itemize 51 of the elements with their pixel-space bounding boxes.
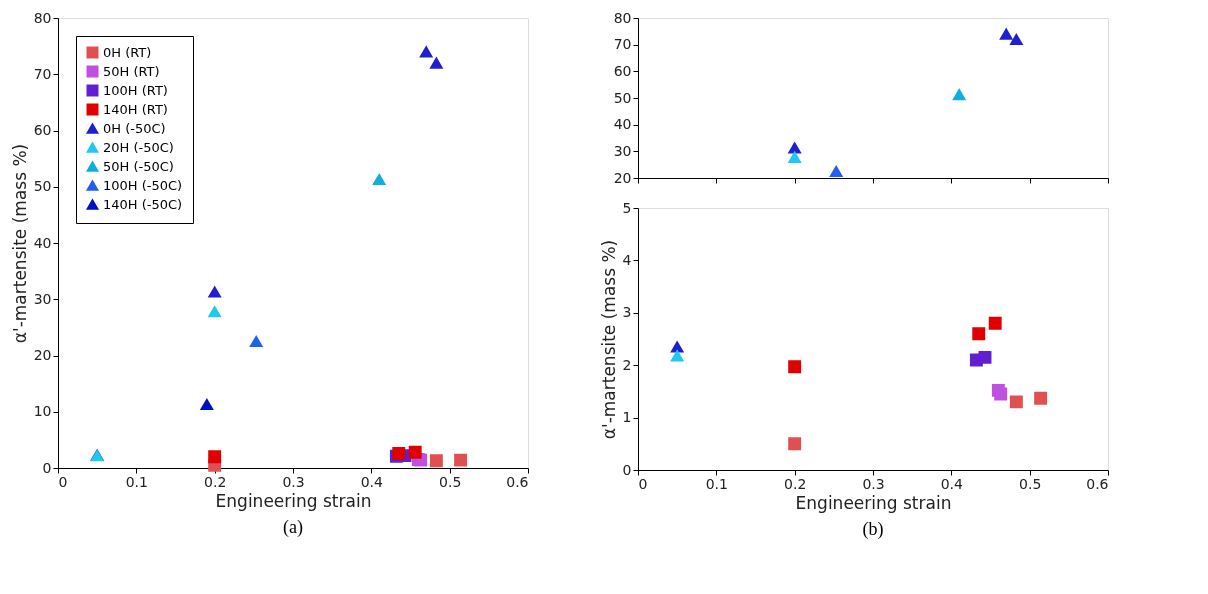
y-tick-label: 70 xyxy=(613,36,632,53)
y-axis-title: α'-martensite (mass %) xyxy=(9,143,30,344)
x-tick-label: 0.5 xyxy=(1019,475,1042,492)
legend-label: 0H (RT) xyxy=(103,44,152,60)
y-tick-label: 60 xyxy=(613,62,632,79)
x-tick-label: 0.2 xyxy=(784,475,807,492)
x-tick-label: 0.3 xyxy=(282,473,305,490)
legend-label: 140H (RT) xyxy=(103,101,168,117)
x-tick-label: 0.1 xyxy=(125,473,148,490)
y-axis-title: α'-martensite (mass %) xyxy=(598,239,619,440)
y-tick-label: 40 xyxy=(613,116,632,133)
x-axis-title: Engineering strain xyxy=(215,490,372,511)
x-tick-label: 0.2 xyxy=(204,473,227,490)
x-tick-label: 0.1 xyxy=(705,475,728,492)
y-tick-label: 3 xyxy=(622,304,632,321)
y-tick-label: 4 xyxy=(622,251,632,268)
x-tick-label: 0.5 xyxy=(439,473,462,490)
legend-label: 0H (-50C) xyxy=(103,120,166,136)
y-tick-label: 70 xyxy=(33,65,52,82)
legend-label: 100H (-50C) xyxy=(103,177,183,193)
y-tick-label: 0 xyxy=(42,459,52,476)
y-tick-label: 40 xyxy=(33,234,52,251)
text: (b) xyxy=(862,519,884,540)
x-tick-label: 0 xyxy=(638,475,648,492)
x-axis-title: Engineering strain xyxy=(795,492,952,513)
y-tick-label: 80 xyxy=(613,9,632,26)
x-tick-label: 0.3 xyxy=(862,475,885,492)
y-tick-label: 0 xyxy=(622,461,632,478)
x-tick-label: 0 xyxy=(58,473,68,490)
y-tick-label: 30 xyxy=(613,142,632,159)
y-tick-label: 50 xyxy=(33,178,52,195)
legend-label: 50H (RT) xyxy=(103,63,160,79)
y-tick-label: 80 xyxy=(33,9,52,26)
y-tick-label: 20 xyxy=(33,347,52,363)
y-tick-label: 30 xyxy=(33,290,52,307)
x-tick-label: 0.6 xyxy=(1086,475,1109,492)
x-tick-label: 0.4 xyxy=(360,473,384,490)
legend-label: 140H (-50C) xyxy=(103,196,183,212)
y-tick-label: 50 xyxy=(613,89,632,106)
y-tick-label: 60 xyxy=(33,122,52,138)
legend-label: 50H (-50C) xyxy=(103,158,174,174)
y-tick-label: 2 xyxy=(622,356,632,373)
legend-label: 100H (RT) xyxy=(103,82,168,98)
y-tick-label: 5 xyxy=(622,199,632,216)
legend-label: 20H (-50C) xyxy=(103,139,174,155)
x-tick-label: 0.4 xyxy=(940,475,964,492)
text: (a) xyxy=(283,517,303,538)
y-tick-label: 10 xyxy=(33,403,52,420)
y-tick-label: 1 xyxy=(622,409,632,426)
x-tick-label: 0.6 xyxy=(506,473,529,490)
y-tick-label: 20 xyxy=(613,169,632,186)
